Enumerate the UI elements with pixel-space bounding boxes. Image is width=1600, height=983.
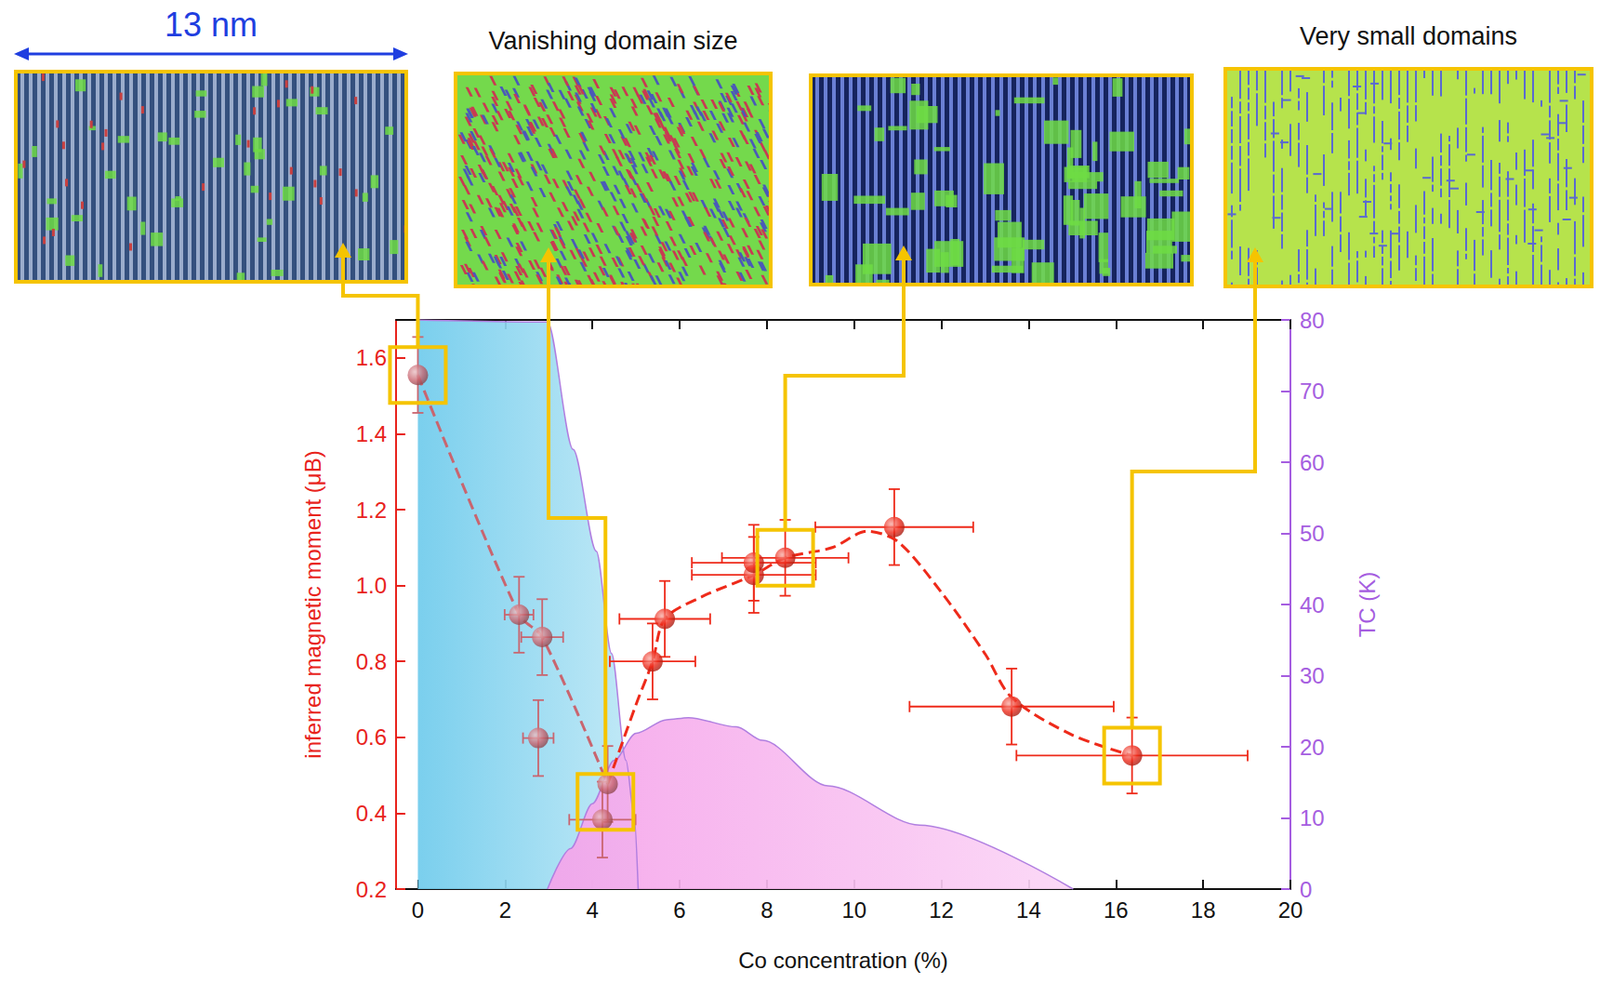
html-text:13 nm: 13 nm bbox=[164, 5, 258, 44]
svg-text:1.6: 1.6 bbox=[356, 344, 387, 371]
html-text:Vanishing domain size: Vanishing domain size bbox=[488, 26, 738, 55]
svg-text:40: 40 bbox=[1299, 592, 1325, 618]
svg-text:0: 0 bbox=[411, 897, 424, 923]
svg-text:TC (K): TC (K) bbox=[1354, 571, 1380, 638]
svg-text:50: 50 bbox=[1299, 520, 1325, 546]
svg-text:2: 2 bbox=[499, 897, 512, 923]
svg-text:1.4: 1.4 bbox=[356, 421, 387, 447]
svg-text:18: 18 bbox=[1190, 897, 1217, 923]
svg-text:12: 12 bbox=[928, 897, 954, 923]
svg-text:1.0: 1.0 bbox=[356, 572, 387, 598]
svg-text:0.6: 0.6 bbox=[356, 724, 387, 750]
svg-text:10: 10 bbox=[841, 897, 867, 923]
svg-text:0.2: 0.2 bbox=[356, 876, 387, 902]
svg-text:20: 20 bbox=[1299, 734, 1325, 760]
svg-text:60: 60 bbox=[1299, 449, 1325, 476]
svg-text:8: 8 bbox=[760, 897, 773, 923]
svg-text:inferred magnetic moment (μB): inferred magnetic moment (μB) bbox=[300, 449, 326, 758]
svg-text:1.2: 1.2 bbox=[356, 497, 387, 523]
svg-text:0.4: 0.4 bbox=[356, 800, 387, 826]
svg-text:14: 14 bbox=[1016, 897, 1042, 923]
svg-text:10: 10 bbox=[1299, 805, 1325, 831]
svg-text:0.8: 0.8 bbox=[356, 648, 387, 675]
svg-text:4: 4 bbox=[585, 897, 598, 923]
svg-text:6: 6 bbox=[673, 897, 686, 923]
svg-text:Co concentration (%): Co concentration (%) bbox=[738, 947, 948, 973]
svg-text:16: 16 bbox=[1103, 897, 1129, 923]
svg-text:0: 0 bbox=[1299, 876, 1313, 902]
svg-text:30: 30 bbox=[1299, 662, 1325, 688]
html-text:Very small domains: Very small domains bbox=[1299, 22, 1518, 51]
svg-text:20: 20 bbox=[1278, 897, 1304, 923]
svg-text:80: 80 bbox=[1299, 307, 1325, 333]
svg-text:70: 70 bbox=[1299, 378, 1325, 404]
